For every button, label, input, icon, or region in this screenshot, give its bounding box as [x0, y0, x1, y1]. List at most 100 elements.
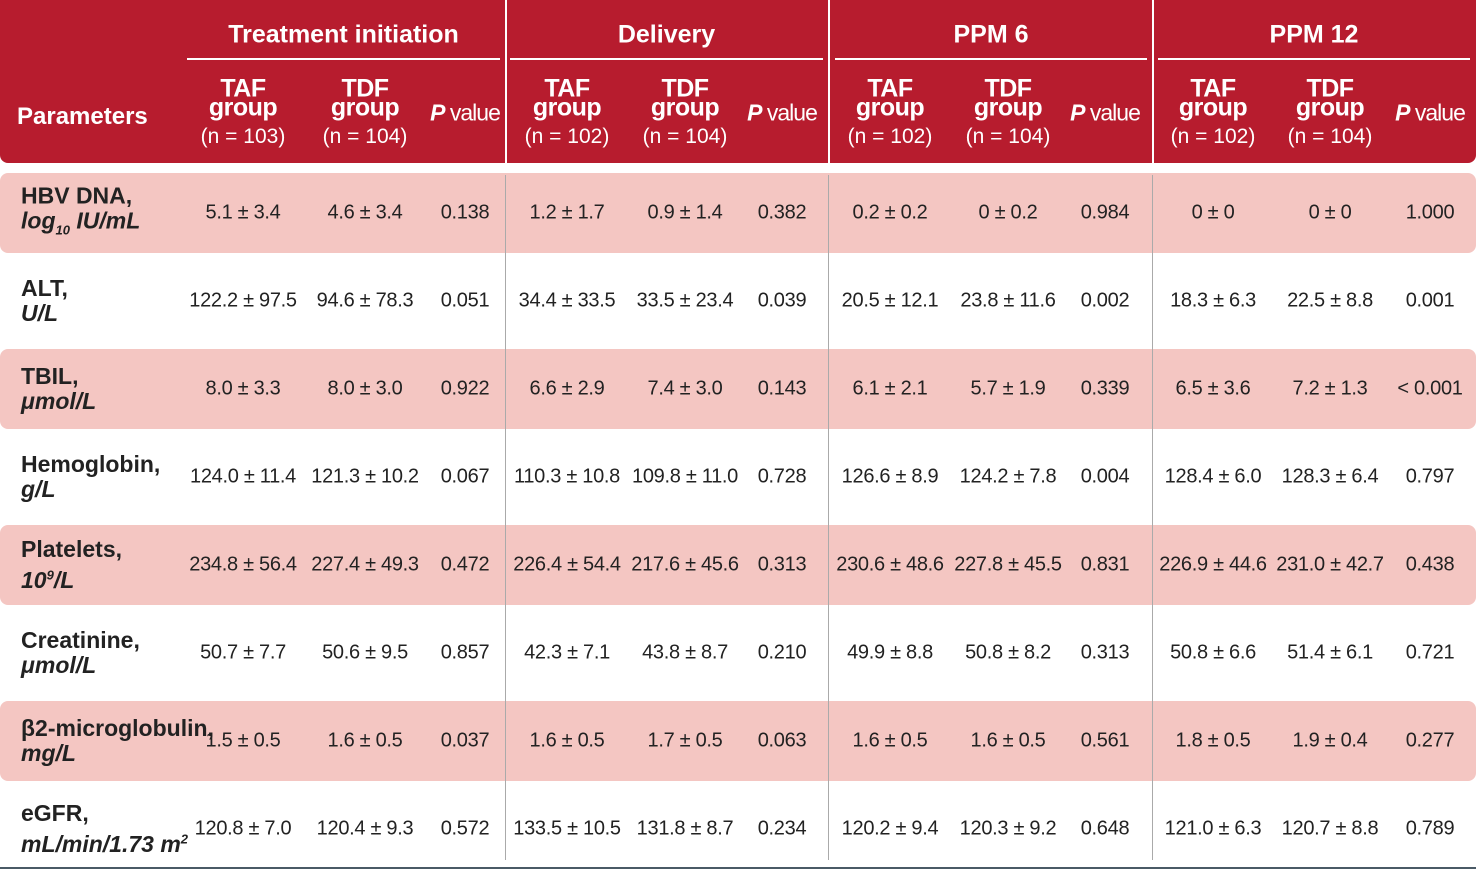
cell: 124.2 ± 7.8	[959, 465, 1057, 488]
cell: 0.004	[1080, 465, 1130, 488]
column-separator	[505, 175, 506, 860]
cell: 121.3 ± 10.2	[311, 465, 419, 488]
cell: 0.922	[440, 377, 490, 400]
group-rule	[510, 58, 823, 60]
group-title: Delivery	[617, 20, 716, 49]
column-separator	[1152, 175, 1153, 860]
unit-part: 10	[21, 566, 47, 593]
cell: 0.051	[440, 289, 490, 312]
column-label: TDF	[341, 74, 389, 103]
cell: 0.728	[757, 465, 807, 488]
group-title: PPM 6	[953, 20, 1029, 49]
group-title: PPM 12	[1269, 20, 1359, 49]
cell: 0 ± 0	[1191, 201, 1235, 224]
cell: 0.039	[757, 289, 807, 312]
cell: 22.5 ± 8.8	[1287, 289, 1373, 312]
cell: 0.067	[440, 465, 490, 488]
cell: 6.1 ± 2.1	[852, 377, 928, 400]
cell: 1.9 ± 0.4	[1292, 729, 1368, 752]
row-band	[0, 349, 1476, 429]
cell: 4.6 ± 3.4	[327, 201, 403, 224]
cell: 1.2 ± 1.7	[529, 201, 605, 224]
column-label: TDF	[1306, 74, 1354, 103]
p-label: P	[430, 99, 445, 126]
cell: 0.438	[1405, 553, 1455, 576]
cell: 133.5 ± 10.5	[513, 817, 621, 840]
cell: 5.1 ± 3.4	[205, 201, 281, 224]
parameter: Platelets, 109/L	[21, 537, 122, 593]
unit-part: IU/mL	[69, 207, 141, 234]
cell: 227.4 ± 49.3	[311, 553, 419, 576]
group-size: (n = 103)	[200, 125, 286, 148]
parameter-name: Hemoglobin,	[21, 451, 161, 477]
cell: 0.313	[1080, 641, 1130, 664]
cell: 0.063	[757, 729, 807, 752]
cell: 1.6 ± 0.5	[970, 729, 1046, 752]
cell: 51.4 ± 6.1	[1287, 641, 1373, 664]
p-value-label: P value	[1395, 100, 1466, 127]
cell: 0.9 ± 1.4	[647, 201, 723, 224]
parameter-unit: U/L	[21, 300, 58, 326]
unit-part: log	[21, 207, 56, 234]
header-separator	[1152, 0, 1154, 163]
cell: 6.5 ± 3.6	[1175, 377, 1251, 400]
parameter-unit: μmol/L	[21, 652, 96, 678]
unit-part: mL/min/1.73 m	[21, 830, 181, 857]
header-separator	[828, 0, 830, 163]
value-label: value	[449, 99, 501, 126]
cell: 120.2 ± 9.4	[841, 817, 939, 840]
column-label: group	[650, 93, 720, 122]
parameter: HBV DNA, log10 IU/mL	[21, 182, 141, 243]
cell: 8.0 ± 3.0	[327, 377, 403, 400]
parameter: ALT, U/L	[21, 276, 68, 326]
cell: 0.648	[1080, 817, 1130, 840]
group-size: (n = 104)	[642, 125, 728, 148]
cell: 20.5 ± 12.1	[841, 289, 939, 312]
unit-part: 2	[180, 831, 189, 847]
unit-part: /L	[53, 566, 75, 593]
column-separator	[828, 175, 829, 860]
column-label: group	[855, 93, 925, 122]
cell: 0.857	[440, 641, 490, 664]
parameter-name: β2-microglobulin,	[21, 715, 214, 741]
parameter: Creatinine, μmol/L	[21, 628, 140, 678]
row-band	[0, 173, 1476, 253]
cell: 234.8 ± 56.4	[189, 553, 297, 576]
parameter-unit: 109/L	[21, 567, 74, 593]
cell: 0.721	[1405, 641, 1455, 664]
cell: 120.3 ± 9.2	[959, 817, 1057, 840]
cell: 0.143	[757, 377, 807, 400]
column-label: group	[208, 93, 278, 122]
parameter: TBIL, μmol/L	[21, 364, 96, 414]
group-size: (n = 104)	[1287, 125, 1373, 148]
parameter-name: TBIL,	[21, 363, 79, 389]
cell: 1.6 ± 0.5	[852, 729, 928, 752]
p-value-label: P value	[1070, 100, 1141, 127]
cell: 50.8 ± 6.6	[1170, 641, 1256, 664]
cell: 227.8 ± 45.5	[954, 553, 1062, 576]
parameter-name: Platelets,	[21, 536, 122, 563]
unit-part: 10	[55, 222, 70, 238]
parameter-unit: mL/min/1.73 m2	[21, 831, 188, 857]
cell: 0.572	[440, 817, 490, 840]
cell: 49.9 ± 8.8	[847, 641, 933, 664]
cell: 0.234	[757, 817, 807, 840]
column-label: TAF	[1190, 74, 1236, 103]
column-label: TDF	[661, 74, 709, 103]
cell: 94.6 ± 78.3	[316, 289, 414, 312]
parameter-unit: mg/L	[21, 740, 76, 766]
column-label: TAF	[544, 74, 590, 103]
cell: 1.5 ± 0.5	[205, 729, 281, 752]
cell: 34.4 ± 33.5	[518, 289, 616, 312]
cell: 0 ± 0.2	[978, 201, 1038, 224]
row-band	[0, 525, 1476, 605]
cell: 0.210	[757, 641, 807, 664]
cell: 50.8 ± 8.2	[965, 641, 1051, 664]
header-separator	[505, 0, 507, 163]
parameter-name: HBV DNA,	[21, 182, 133, 209]
cell: 1.6 ± 0.5	[327, 729, 403, 752]
cell: 131.8 ± 8.7	[636, 817, 734, 840]
cell: 0.797	[1405, 465, 1455, 488]
column-label: TDF	[984, 74, 1032, 103]
